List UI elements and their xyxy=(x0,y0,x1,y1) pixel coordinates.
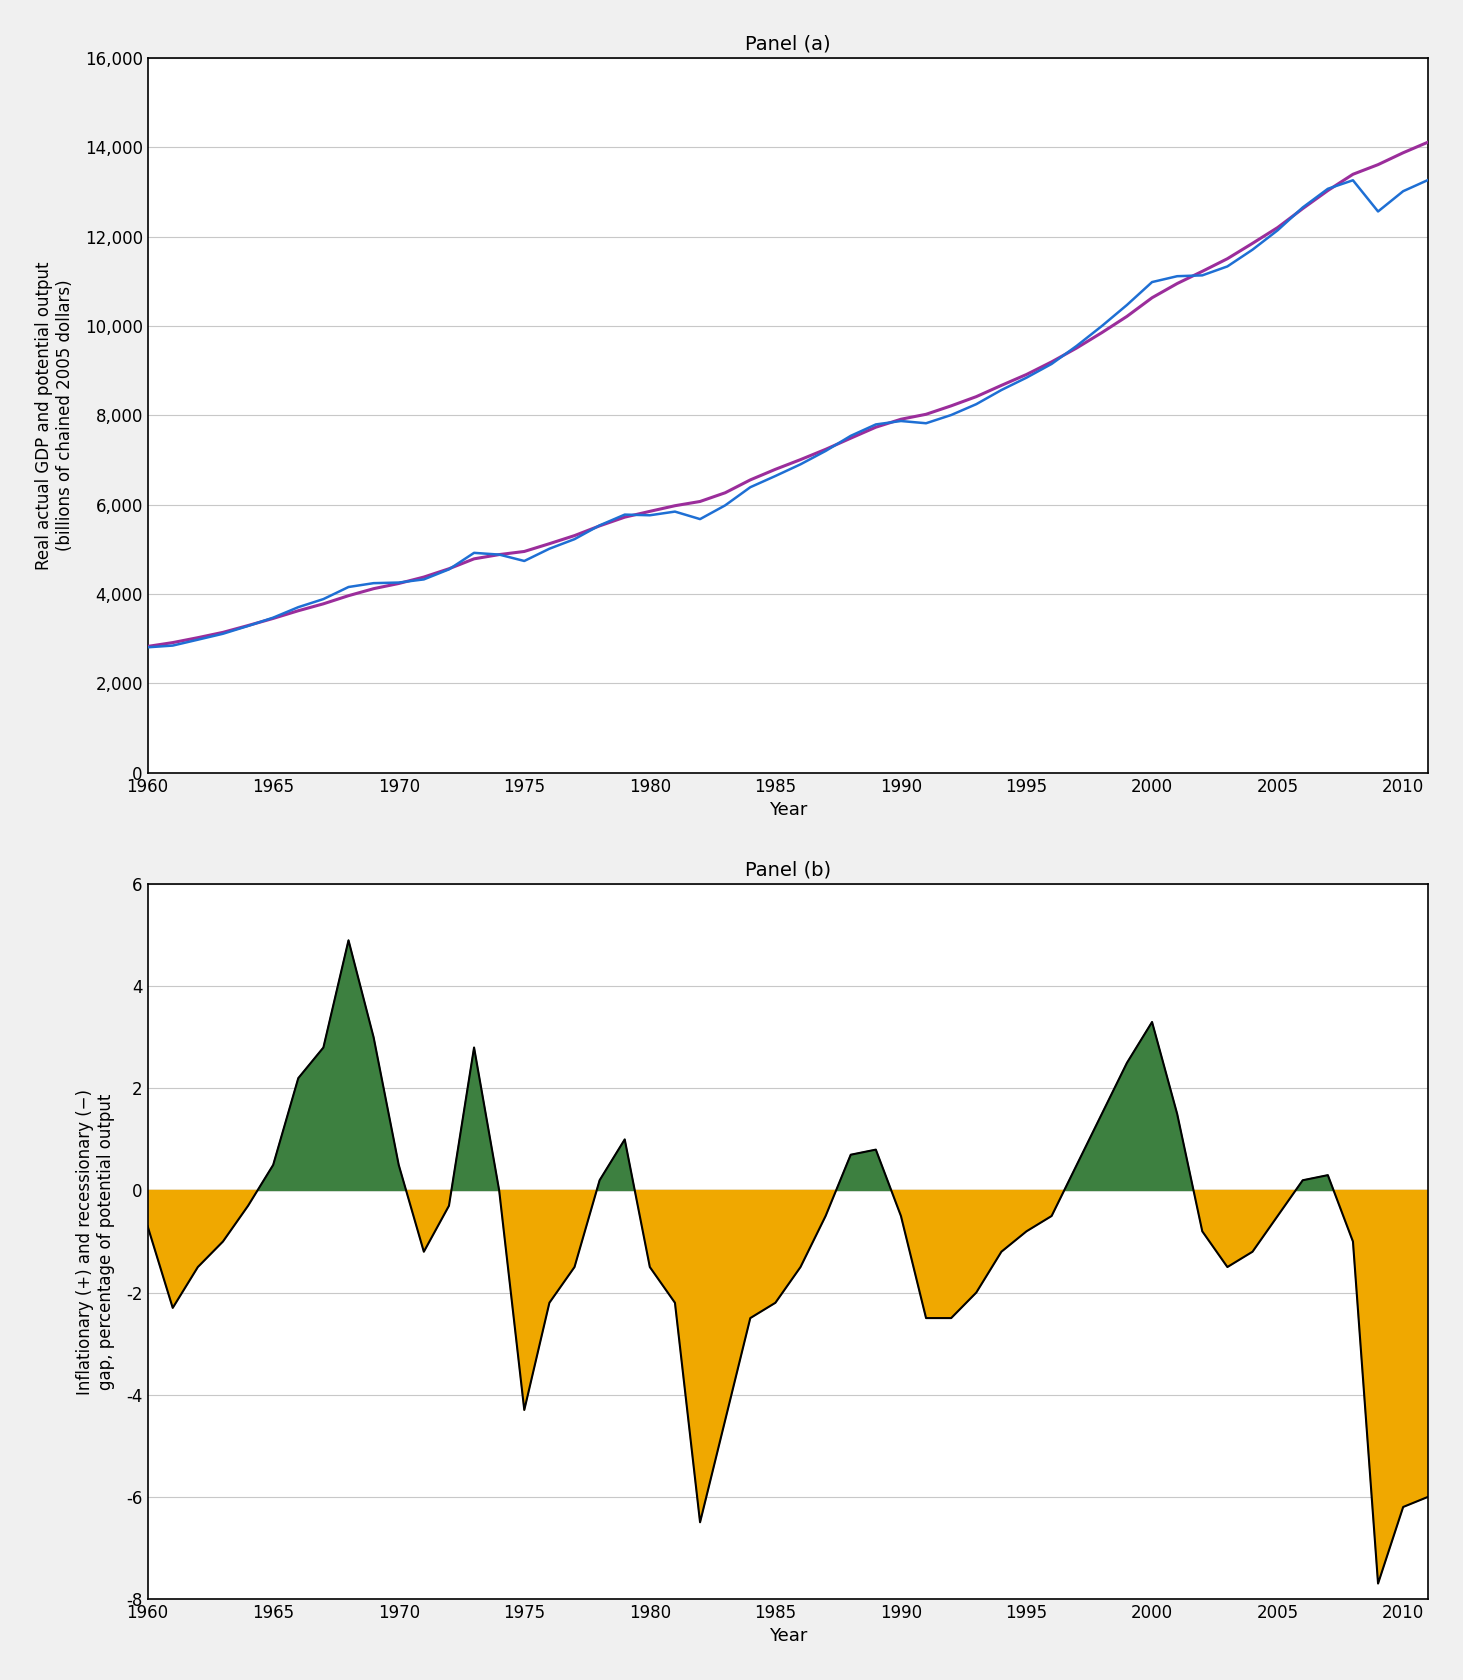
Title: Panel (a): Panel (a) xyxy=(745,35,831,54)
X-axis label: Year: Year xyxy=(768,1628,808,1645)
Y-axis label: Real actual GDP and potential output
(billions of chained 2005 dollars): Real actual GDP and potential output (bi… xyxy=(35,260,73,570)
Y-axis label: Inflationary (+) and recessionary (−)
gap, percentage of potential output: Inflationary (+) and recessionary (−) ga… xyxy=(76,1089,116,1394)
X-axis label: Year: Year xyxy=(768,801,808,820)
Title: Panel (b): Panel (b) xyxy=(745,860,831,880)
